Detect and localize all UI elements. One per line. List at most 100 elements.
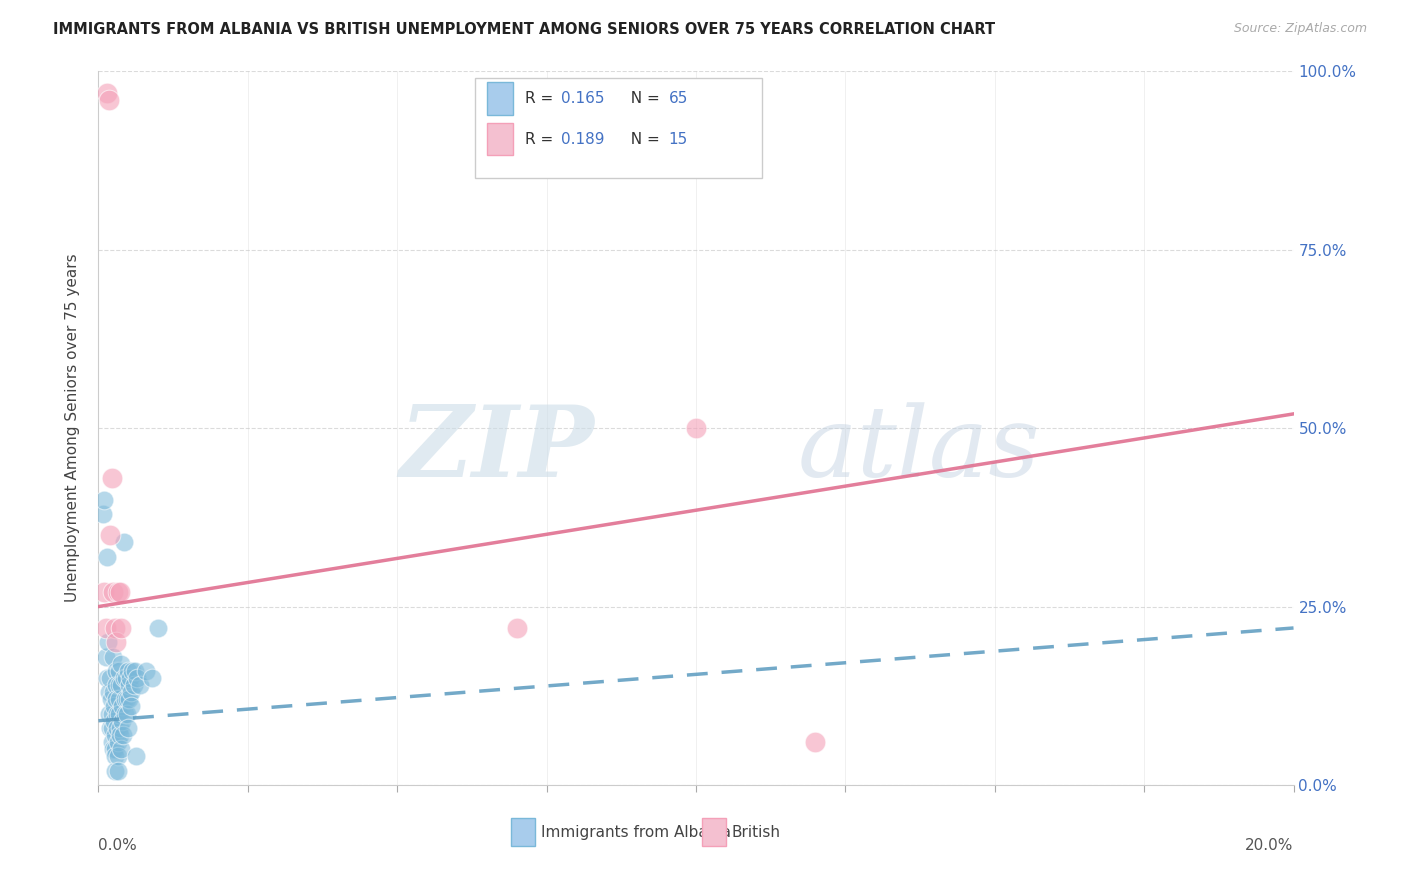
Point — [114, 706, 136, 721]
Point — [112, 535, 135, 549]
Text: Source: ZipAtlas.com: Source: ZipAtlas.com — [1233, 22, 1367, 36]
Point — [96, 86, 118, 100]
Text: R =: R = — [524, 132, 558, 146]
Point — [120, 671, 142, 685]
Point — [124, 664, 146, 678]
Point — [121, 664, 143, 678]
Point — [108, 706, 131, 721]
Point — [104, 664, 127, 678]
Text: 15: 15 — [668, 132, 688, 146]
Point — [111, 699, 134, 714]
Point — [103, 621, 125, 635]
Point — [114, 692, 136, 706]
Point — [107, 749, 129, 764]
Text: 20.0%: 20.0% — [1246, 838, 1294, 854]
Point — [103, 728, 125, 742]
Text: 0.165: 0.165 — [561, 91, 605, 106]
Point — [118, 678, 141, 692]
Text: Immigrants from Albania: Immigrants from Albania — [541, 825, 731, 840]
Point — [103, 699, 125, 714]
Point — [110, 621, 132, 635]
Point — [107, 664, 129, 678]
Point — [107, 678, 129, 692]
Point — [111, 714, 134, 728]
Point — [105, 692, 128, 706]
Point — [97, 635, 120, 649]
Point — [115, 706, 138, 721]
Point — [135, 664, 157, 678]
Point — [96, 671, 118, 685]
Point — [127, 671, 149, 685]
Point — [98, 721, 121, 735]
Point — [110, 657, 132, 671]
Point — [98, 671, 122, 685]
Point — [108, 721, 131, 735]
Point — [120, 685, 142, 699]
Point — [111, 728, 134, 742]
Point — [117, 721, 139, 735]
Point — [98, 685, 121, 699]
Point — [110, 678, 132, 692]
Point — [115, 692, 138, 706]
Point — [100, 471, 122, 485]
Point — [105, 706, 128, 721]
Text: 0.0%: 0.0% — [98, 838, 138, 854]
Point — [100, 721, 122, 735]
Point — [685, 421, 707, 435]
Point — [107, 764, 129, 778]
Y-axis label: Unemployment Among Seniors over 75 years: Unemployment Among Seniors over 75 years — [65, 254, 80, 602]
FancyBboxPatch shape — [702, 819, 725, 846]
Point — [105, 635, 128, 649]
Text: N =: N = — [620, 91, 664, 106]
Text: 0.189: 0.189 — [561, 132, 605, 146]
Point — [112, 671, 135, 685]
Point — [103, 585, 125, 599]
Point — [105, 721, 128, 735]
Point — [124, 678, 146, 692]
Point — [93, 492, 115, 507]
Point — [104, 764, 127, 778]
Point — [93, 585, 115, 599]
Point — [103, 742, 125, 756]
Point — [101, 742, 124, 756]
Point — [108, 728, 131, 742]
Point — [117, 664, 139, 678]
Point — [94, 621, 117, 635]
Text: R =: R = — [524, 91, 558, 106]
Point — [91, 507, 114, 521]
Point — [101, 735, 124, 749]
FancyBboxPatch shape — [510, 819, 534, 846]
Point — [98, 706, 121, 721]
Text: N =: N = — [620, 132, 664, 146]
Point — [804, 735, 827, 749]
Point — [148, 621, 170, 635]
Point — [103, 685, 125, 699]
Point — [100, 692, 122, 706]
Text: British: British — [733, 825, 780, 840]
Point — [141, 671, 163, 685]
Point — [100, 706, 122, 721]
Point — [105, 678, 128, 692]
Point — [108, 692, 131, 706]
Point — [125, 749, 148, 764]
Point — [97, 93, 120, 107]
Point — [115, 671, 138, 685]
Point — [94, 649, 117, 664]
Point — [110, 742, 132, 756]
Text: atlas: atlas — [797, 402, 1040, 497]
Point — [506, 621, 529, 635]
Point — [103, 649, 125, 664]
Point — [107, 585, 129, 599]
FancyBboxPatch shape — [486, 82, 513, 114]
Point — [96, 549, 118, 564]
Point — [107, 735, 129, 749]
Text: IMMIGRANTS FROM ALBANIA VS BRITISH UNEMPLOYMENT AMONG SENIORS OVER 75 YEARS CORR: IMMIGRANTS FROM ALBANIA VS BRITISH UNEMP… — [53, 22, 995, 37]
Point — [129, 678, 152, 692]
Point — [120, 699, 142, 714]
Text: 65: 65 — [668, 91, 688, 106]
Point — [98, 528, 122, 542]
Point — [103, 714, 125, 728]
Point — [104, 749, 127, 764]
FancyBboxPatch shape — [475, 78, 762, 178]
Text: ZIP: ZIP — [399, 401, 595, 498]
